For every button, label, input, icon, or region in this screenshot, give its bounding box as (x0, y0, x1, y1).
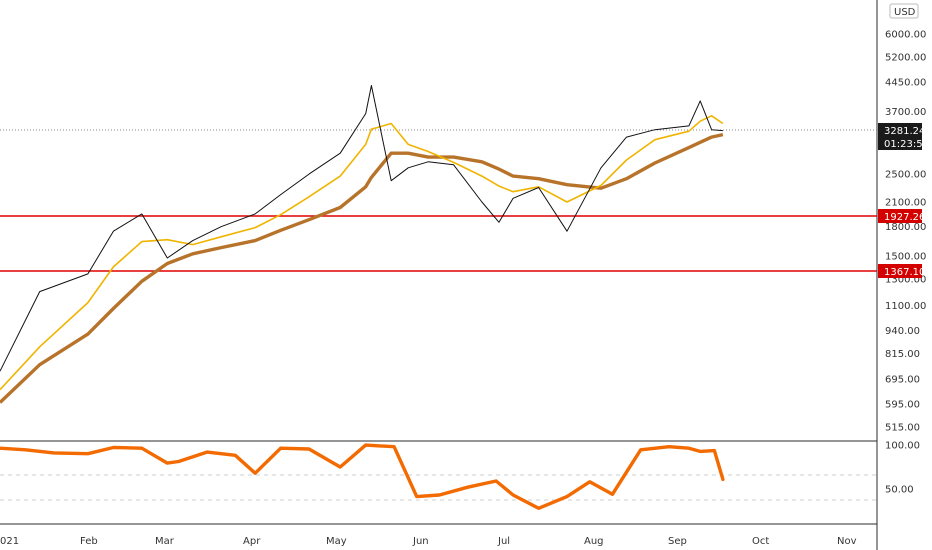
y-tick-label: 5200.00 (885, 52, 926, 63)
y-tick-label: 940.00 (885, 326, 920, 337)
y-tick-label: 1300.00 (885, 274, 926, 285)
y-tick-label: 3700.00 (885, 107, 926, 118)
x-tick-label: Sep (668, 536, 687, 547)
support-value-1927: 1927.26 (884, 212, 925, 223)
y-tick-label: 2100.00 (885, 198, 926, 209)
last-price-label: 3281.24 01:23:56 (878, 123, 929, 150)
y-tick-label: 595.00 (885, 399, 920, 410)
osc-tick-label: 50.00 (885, 485, 914, 496)
y-tick-label: 1100.00 (885, 301, 926, 312)
currency-label: USD (894, 7, 916, 18)
x-tick-label: Mar (155, 536, 175, 547)
ma-short-line (0, 115, 724, 391)
currency-badge[interactable]: USD (889, 3, 919, 19)
last-price-value: 3281.24 (884, 126, 925, 137)
y-tick-label: 1500.00 (885, 251, 926, 262)
x-tick-label: Oct (752, 536, 769, 547)
x-axis[interactable]: 021 Feb Mar Apr May Jun Jul Aug Sep Oct Nov (0, 536, 857, 547)
x-tick-label: 021 (0, 536, 19, 547)
y-axis[interactable]: 6000.00 5200.00 4450.00 3700.00 2500.00 2100.… (885, 30, 926, 434)
support-label-1927: 1927.26 (878, 209, 925, 223)
x-tick-label: Apr (243, 536, 261, 547)
oscillator-axis: 100.00 50.00 (885, 441, 920, 496)
y-tick-label: 2500.00 (885, 170, 926, 181)
support-label-1367: 1367.10 (878, 264, 925, 278)
price-line (0, 85, 723, 372)
y-tick-label: 1800.00 (885, 222, 926, 233)
y-tick-label: 815.00 (885, 349, 920, 360)
x-tick-label: Jul (497, 536, 510, 547)
y-tick-label: 4450.00 (885, 77, 926, 88)
x-tick-label: Aug (584, 536, 604, 547)
countdown-value: 01:23:56 (884, 139, 929, 150)
x-tick-label: Feb (80, 536, 98, 547)
ma-long-line (0, 132, 724, 404)
y-tick-label: 515.00 (885, 423, 920, 434)
x-tick-label: Nov (837, 536, 857, 547)
x-tick-label: Jun (412, 536, 429, 547)
osc-tick-label: 100.00 (885, 441, 920, 452)
y-tick-label: 6000.00 (885, 30, 926, 41)
support-value-1367: 1367.10 (884, 267, 925, 278)
oscillator-line (0, 443, 725, 510)
x-tick-label: May (326, 536, 347, 547)
y-tick-label: 695.00 (885, 375, 920, 386)
